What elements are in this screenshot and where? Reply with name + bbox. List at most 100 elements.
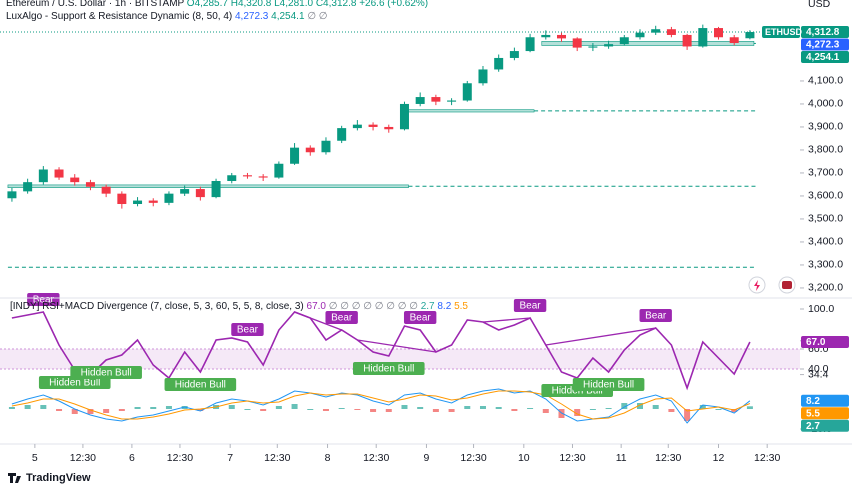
histogram-bar: [118, 409, 125, 411]
candle-body: [415, 97, 425, 104]
x-tick-label: 7: [227, 452, 233, 464]
candle-body: [7, 191, 17, 199]
x-tick-label: 12:30: [70, 452, 96, 464]
indicator-header: LuxAlgo - Support & Resistance Dynamic (…: [6, 11, 328, 22]
y-tick-label: 4,000.0: [808, 98, 843, 110]
oscillator-value: 67.0: [307, 301, 327, 312]
annotation-label: Hidden Bull: [49, 378, 100, 389]
annotation-box: [70, 366, 142, 379]
histogram-bar: [605, 408, 612, 409]
annotation-label: Bear: [237, 325, 259, 336]
osc-level-label: 34.4: [808, 368, 829, 380]
histogram-bar: [197, 409, 204, 411]
annotation-label: Bear: [520, 301, 542, 312]
y-tick-label: 3,900.0: [808, 121, 843, 133]
histogram-bar: [8, 407, 15, 409]
candle-body: [101, 186, 111, 194]
x-tick-label: 12:30: [460, 452, 486, 464]
price-badge: [801, 336, 849, 348]
histogram-bar: [746, 406, 753, 409]
candle-body: [133, 200, 143, 205]
histogram-bar: [307, 409, 314, 410]
histogram-bar: [260, 409, 267, 411]
candle-body: [274, 163, 284, 178]
histogram-bar: [165, 406, 172, 409]
indicator-name: LuxAlgo - Support & Resistance Dynamic (…: [6, 11, 232, 22]
candle-body: [352, 124, 362, 129]
histogram-bar: [24, 405, 31, 409]
x-tick-label: 12:30: [754, 452, 780, 464]
histogram-bar: [621, 403, 628, 409]
rsi-line: [11, 311, 751, 391]
candle-body: [337, 128, 347, 141]
price-badge-label: 4,272.3: [806, 40, 840, 51]
annotation-label: Bear: [645, 311, 667, 322]
candle-body: [698, 28, 708, 47]
candle-body: [38, 169, 48, 183]
histogram-bar: [495, 407, 502, 409]
price-badge-label: 67.0: [806, 337, 826, 348]
symbol-badge: [762, 26, 800, 39]
histogram-bar: [684, 409, 691, 421]
candle-body: [682, 34, 692, 47]
histogram-bar: [464, 406, 471, 409]
annotation-label: Bear: [331, 313, 353, 324]
candle-body: [384, 126, 394, 130]
candle-body: [447, 100, 457, 102]
histogram-bar: [448, 409, 455, 412]
histogram-bar: [370, 409, 377, 412]
candle-body: [368, 124, 378, 127]
histogram-bar: [699, 405, 706, 409]
annotation-label: Hidden Bull: [175, 380, 226, 391]
candle-body: [666, 29, 676, 35]
candle-body: [164, 193, 174, 203]
histogram-bar: [103, 409, 110, 413]
x-tick-label: 12: [713, 452, 725, 464]
annotation-box: [352, 362, 425, 375]
sr-zone: [7, 184, 409, 188]
price-badge-label: 4,312.8: [806, 27, 840, 38]
indicator-value: 4,272.3: [235, 11, 269, 22]
candle-body: [23, 182, 33, 192]
symbol: Ethereum / U.S. Dollar · 1h · BITSTAMP: [6, 0, 185, 9]
candle-body: [211, 181, 221, 198]
oscillator-name: [INDY] RSI+MACD Divergence (7, close, 5,…: [10, 301, 304, 312]
divergence-line: [294, 311, 342, 331]
histogram-bar: [401, 405, 408, 409]
x-tick-label: 10: [518, 452, 530, 464]
oscillator-value: 5.5: [454, 301, 468, 312]
annotation-box: [513, 299, 547, 312]
y-tick-label: 3,400.0: [808, 236, 843, 248]
histogram-bar: [574, 409, 581, 416]
x-tick-label: 5: [32, 452, 38, 464]
x-tick-label: 12:30: [559, 452, 585, 464]
candle-body: [635, 32, 645, 38]
price-badge: [801, 407, 849, 420]
price-badge: [801, 38, 849, 51]
candle-body: [195, 189, 205, 198]
candle-body: [572, 38, 582, 48]
candle-body: [509, 51, 519, 58]
annotation-box: [572, 378, 645, 391]
annotation-label: Bear: [33, 295, 55, 306]
price-axis: [800, 0, 852, 445]
y-tick-label: 3,300.0: [808, 259, 843, 271]
candle-body: [525, 37, 535, 52]
histogram-bar: [56, 409, 63, 411]
candle-body: [745, 32, 755, 39]
osc-tick-label: 100.0: [808, 303, 834, 315]
oscillator-value: 2.7: [421, 301, 435, 312]
annotation-box: [403, 311, 437, 324]
divergence-line: [357, 339, 436, 353]
histogram-bar: [511, 409, 518, 411]
plot-area: Bear Bear Bear Bear Bear Bear Hidden Bull Hidde…: [0, 24, 800, 424]
y-tick-label: 3,600.0: [808, 190, 843, 202]
candle-body: [541, 34, 551, 38]
y-tick-label: 3,800.0: [808, 144, 843, 156]
x-tick-label: 12:30: [167, 452, 193, 464]
histogram-bar: [527, 408, 534, 409]
price-badge: [801, 26, 849, 39]
candle-body: [588, 46, 598, 48]
annotation-label: Bear: [410, 313, 432, 324]
